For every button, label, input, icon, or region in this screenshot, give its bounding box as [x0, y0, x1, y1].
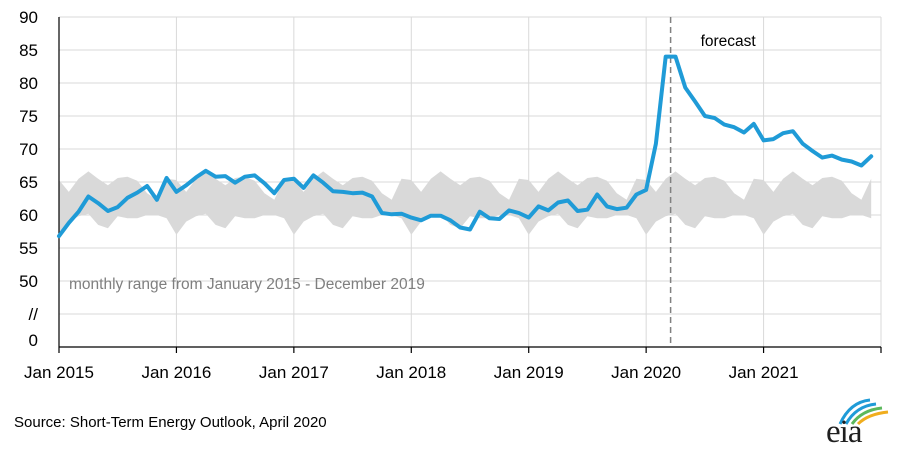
eia-logo-text: eia — [826, 414, 862, 450]
y-tick-label: 75 — [19, 107, 38, 126]
source-note: Source: Short-Term Energy Outlook, April… — [14, 414, 327, 431]
axes — [58, 17, 882, 353]
eia-logo: eia — [826, 396, 892, 452]
series-line — [57, 54, 874, 239]
y-tick-label: 0 — [29, 331, 38, 350]
x-tick-label: Jan 2020 — [611, 363, 681, 382]
y-tick-label: 85 — [19, 41, 38, 60]
eia-logo-icon — [838, 398, 889, 426]
series — [57, 54, 874, 239]
x-tick-label: Jan 2018 — [376, 363, 446, 382]
x-tick-label: Jan 2015 — [24, 363, 94, 382]
x-tick-label: Jan 2017 — [259, 363, 329, 382]
x-tick-label: Jan 2019 — [494, 363, 564, 382]
forecast-label: forecast — [701, 33, 757, 50]
y-tick-label: 50 — [19, 272, 38, 291]
range-band — [59, 171, 872, 235]
y-tick-label: 65 — [19, 173, 38, 192]
y-tick-label: 70 — [19, 140, 38, 159]
x-tick-label: Jan 2016 — [141, 363, 211, 382]
y-tick-label: // — [29, 305, 39, 324]
range-band-label: monthly range from January 2015 - Decemb… — [69, 276, 425, 293]
chart: 90 85 80 75 70 65 60 55 50 // 0 Jan 2015 Jan 2016 Jan… — [19, 8, 882, 382]
y-tick-label: 60 — [19, 206, 38, 225]
y-tick-label: 80 — [19, 74, 38, 93]
y-tick-label: 90 — [19, 8, 38, 27]
range-band-area — [59, 171, 872, 235]
y-tick-label: 55 — [19, 239, 38, 258]
x-tick-label: Jan 2021 — [729, 363, 799, 382]
labels: 90 85 80 75 70 65 60 55 50 // 0 Jan 2015 Jan 2016 Jan… — [19, 8, 798, 382]
